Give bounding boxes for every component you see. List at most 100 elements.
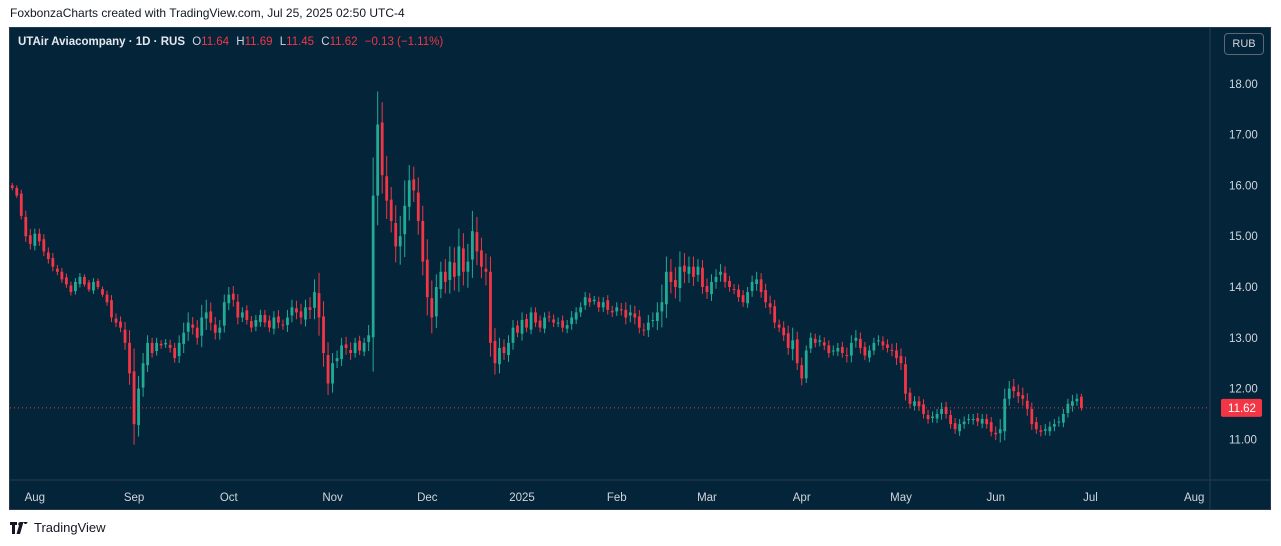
candle-body	[295, 308, 298, 313]
candle-body	[245, 310, 249, 321]
candle-body	[913, 401, 916, 406]
tradingview-logo-icon	[10, 521, 28, 534]
candle-body	[994, 432, 998, 435]
candle-body	[899, 356, 903, 364]
candle-body	[425, 259, 429, 298]
candle-body	[173, 347, 177, 359]
candle-body	[926, 414, 930, 420]
candle-body	[430, 298, 434, 318]
candle-body	[741, 295, 745, 303]
symbol-legend: UTAir Aviacompany · 1D · RUS O11.64 H11.…	[18, 36, 443, 48]
candle-body	[1048, 426, 1052, 432]
candle-body	[502, 346, 506, 354]
candle-body	[1075, 398, 1079, 402]
candle-body	[525, 319, 528, 328]
chart-panel[interactable]: 11.00 12.00 13.00 14.00 15.00 16.00 17.00 18.00…	[9, 27, 1271, 510]
candle-body	[976, 418, 980, 422]
candle-body	[209, 311, 213, 323]
candle-body	[1052, 424, 1056, 427]
candle-body	[177, 342, 181, 357]
candle-body	[719, 271, 722, 275]
symbol-name[interactable]: UTAir Aviacompany · 1D · RUS	[18, 36, 185, 48]
candle-body	[633, 313, 637, 318]
candle-body	[520, 320, 524, 334]
candle-body	[96, 280, 100, 288]
candle-body	[1066, 403, 1070, 413]
candle-body	[782, 327, 786, 336]
candle-body	[728, 280, 731, 288]
candlestick-chart[interactable]: 11.00 12.00 13.00 14.00 15.00 16.00 17.00 18.00…	[10, 28, 1271, 510]
candle-body	[231, 293, 235, 300]
candle-body	[344, 344, 348, 348]
close-value: 11.62	[329, 36, 358, 48]
candle-body	[1057, 421, 1061, 423]
last-price-label-bg	[1221, 398, 1262, 417]
candle-body	[1043, 429, 1047, 431]
candle-body	[322, 316, 325, 354]
candle-body	[863, 346, 867, 356]
candle-body	[624, 309, 628, 318]
candle-body	[277, 316, 280, 323]
candle-body	[777, 324, 781, 328]
candle-body	[367, 335, 371, 342]
footer-brand[interactable]: TradingView	[10, 520, 106, 535]
candle-body	[705, 285, 709, 293]
candle-body	[168, 344, 172, 348]
candle-body	[213, 324, 217, 333]
candle-body	[182, 332, 186, 344]
y-tick-label: 12.00	[1229, 384, 1258, 396]
candle-body	[1007, 388, 1011, 399]
candle-body	[507, 342, 510, 356]
candle-body	[268, 320, 271, 328]
candle-body	[543, 317, 546, 329]
candle-body	[286, 317, 289, 326]
candle-body	[200, 317, 204, 336]
candle-body	[155, 342, 159, 352]
candle-body	[854, 337, 858, 341]
candle-body	[416, 192, 420, 221]
candle-body	[457, 246, 461, 276]
open-value: 11.64	[201, 36, 230, 48]
candle-body	[845, 355, 849, 357]
candle-body	[881, 341, 885, 346]
candle-body	[836, 347, 840, 352]
candle-body	[687, 266, 691, 274]
candle-body	[1061, 413, 1065, 423]
candle-body	[619, 309, 623, 311]
candle-body	[1034, 422, 1038, 430]
candle-body	[737, 289, 740, 298]
candle-body	[588, 298, 592, 303]
currency-button[interactable]: RUB	[1224, 33, 1264, 55]
candle-body	[407, 180, 411, 207]
candle-body	[128, 342, 131, 374]
candle-body	[669, 271, 673, 282]
candle-body	[74, 281, 77, 292]
candle-body	[516, 325, 519, 333]
candle-body	[362, 342, 366, 352]
candle-body	[764, 290, 768, 303]
candle-body	[33, 233, 37, 246]
candle-body	[962, 421, 966, 425]
candle-body	[678, 266, 682, 289]
candle-body	[890, 349, 894, 351]
candle-body	[146, 342, 149, 366]
candle-body	[944, 406, 948, 414]
candle-body	[538, 320, 542, 328]
candle-body	[24, 216, 28, 237]
candle-body	[37, 233, 41, 242]
candle-body	[714, 276, 718, 282]
candle-body	[159, 343, 163, 346]
y-tick-label: 17.00	[1229, 130, 1258, 142]
candle-body	[64, 277, 68, 285]
close-label: C	[321, 36, 330, 48]
candle-body	[985, 419, 989, 425]
low-value: 11.45	[286, 36, 315, 48]
candle-body	[204, 312, 208, 319]
x-tick-label: Feb	[607, 492, 627, 504]
x-tick-label: Jul	[1083, 492, 1098, 504]
candle-body	[1039, 430, 1043, 432]
candle-body	[529, 312, 533, 330]
x-tick-label: Aug	[25, 492, 45, 504]
candle-body	[380, 122, 384, 176]
candle-body	[822, 342, 826, 346]
